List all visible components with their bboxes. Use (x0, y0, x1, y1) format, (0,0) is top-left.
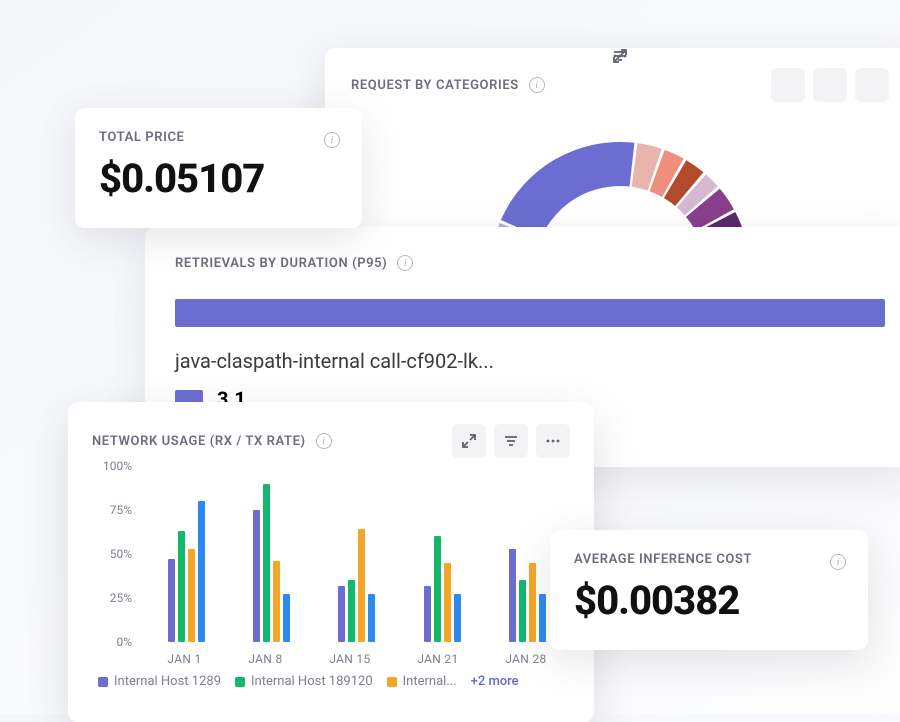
more-icon[interactable] (855, 68, 889, 102)
bar (529, 563, 536, 642)
x-tick: JAN 1 (167, 652, 201, 666)
bar (368, 594, 375, 642)
bar (539, 594, 546, 642)
x-tick: JAN 15 (329, 652, 370, 666)
avg-cost-value: $0.00382 (574, 577, 844, 624)
bar (348, 580, 355, 642)
bar (188, 549, 195, 642)
bar (198, 501, 205, 642)
legend-item: Internal... (387, 674, 457, 689)
legend-swatch (235, 677, 245, 687)
network-legend: Internal Host 1289 Internal Host 189120 In… (92, 674, 570, 689)
retrievals-item-label: java-claspath-internal call-cf902-lk... (175, 349, 885, 373)
bar (424, 586, 431, 642)
network-chart: 100%75%50%25%0% JAN 1JAN 8JAN 15JAN 21JA… (92, 466, 570, 666)
bar-group (424, 466, 461, 642)
y-tick: 25% (110, 591, 132, 605)
more-icon[interactable] (536, 424, 570, 458)
info-icon[interactable]: i (316, 433, 332, 449)
retrievals-bar (175, 299, 885, 327)
info-icon[interactable]: i (830, 554, 846, 570)
legend-label: Internal Host 189120 (251, 674, 373, 689)
legend-label: Internal Host 1289 (114, 674, 221, 689)
legend-swatch (387, 677, 397, 687)
donut-slice (501, 142, 635, 238)
y-tick: 50% (110, 547, 132, 561)
bar (253, 510, 260, 642)
expand-icon[interactable] (771, 68, 805, 102)
bar (519, 580, 526, 642)
bar (454, 594, 461, 642)
bar-group (168, 466, 205, 642)
total-price-title: TOTAL PRICE (99, 130, 338, 145)
bar (283, 594, 290, 642)
total-price-card: TOTAL PRICE i $0.05107 (75, 108, 362, 228)
y-tick: 100% (103, 459, 132, 473)
bar-group (338, 466, 375, 642)
bar (509, 549, 516, 642)
info-icon[interactable]: i (397, 255, 413, 271)
request-categories-title: REQUEST BY CATEGORIES (351, 78, 519, 93)
y-tick: 0% (116, 635, 132, 649)
x-tick: JAN 8 (248, 652, 282, 666)
y-tick: 75% (110, 503, 132, 517)
legend-label: Internal... (403, 674, 457, 689)
filter-icon[interactable] (494, 424, 528, 458)
network-usage-card: NETWORK USAGE (RX / TX RATE) i 100% 75% 50… (68, 402, 594, 722)
info-icon[interactable]: i (529, 77, 545, 93)
bar (273, 561, 280, 642)
bar-group (253, 466, 290, 642)
bar (178, 531, 185, 642)
expand-icon[interactable] (452, 424, 486, 458)
bar (444, 563, 451, 642)
filter-icon[interactable] (813, 68, 847, 102)
bar (434, 536, 441, 642)
x-tick: JAN 28 (505, 652, 546, 666)
legend-item: Internal Host 1289 (98, 674, 221, 689)
bar (168, 559, 175, 642)
retrievals-title: RETRIEVALS BY DURATION (P95) (175, 256, 387, 271)
network-title: NETWORK USAGE (RX / TX RATE) (92, 434, 306, 449)
bar (263, 484, 270, 642)
info-icon[interactable]: i (324, 132, 340, 148)
legend-item: Internal Host 189120 (235, 674, 373, 689)
bar (338, 586, 345, 642)
total-price-value: $0.05107 (99, 155, 338, 202)
bar (358, 529, 365, 642)
bar-group (509, 466, 546, 642)
avg-inference-cost-card: AVERAGE INFERENCE COST i $0.00382 (550, 530, 868, 650)
legend-more-link[interactable]: +2 more (471, 674, 519, 689)
x-tick: JAN 21 (417, 652, 458, 666)
avg-cost-title: AVERAGE INFERENCE COST (574, 552, 844, 567)
legend-swatch (98, 677, 108, 687)
